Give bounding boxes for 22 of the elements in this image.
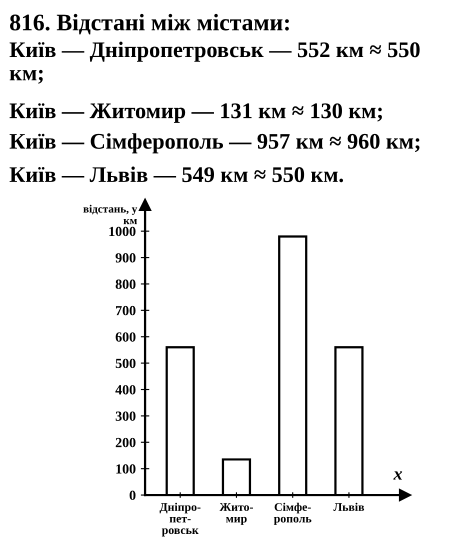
x-tick-label: Дніпро- пет- ровськ: [160, 502, 200, 536]
y-tick-label: 300: [116, 411, 136, 421]
x-tick-label: Жито- мир: [220, 503, 253, 525]
y-tick-label: 800: [116, 280, 136, 289]
text: Київ — Сімферополь — 957 км ≈ 960 км;: [10, 133, 420, 154]
y-axis-title: відстань, y км: [83, 204, 138, 224]
y-tick-label: 0: [130, 490, 136, 500]
x-axis-title: x: [393, 471, 402, 480]
y-tick-label: 400: [115, 385, 136, 394]
x-tick-label: Сімфе- рополь: [274, 502, 312, 525]
y-tick-label: 200: [116, 438, 136, 448]
y-tick-label: 700: [116, 306, 136, 316]
y-tick-label: 500: [116, 358, 136, 368]
text: Київ — Дніпропетровськ — 552 км ≈ 550 км;: [10, 42, 420, 84]
y-tick-label: 600: [116, 332, 136, 342]
text: Київ — Львів — 549 км ≈ 550 км.: [10, 166, 344, 182]
text: Київ — Житомир — 131 км ≈ 130 км;: [10, 103, 382, 123]
y-tick-label: 1000: [109, 226, 136, 236]
x-tick-label: Львів: [333, 502, 364, 512]
chart-title: 816. Відстані між містами:: [10, 14, 289, 34]
y-tick-label: 100: [116, 464, 136, 474]
y-tick-label: 900: [116, 253, 136, 263]
